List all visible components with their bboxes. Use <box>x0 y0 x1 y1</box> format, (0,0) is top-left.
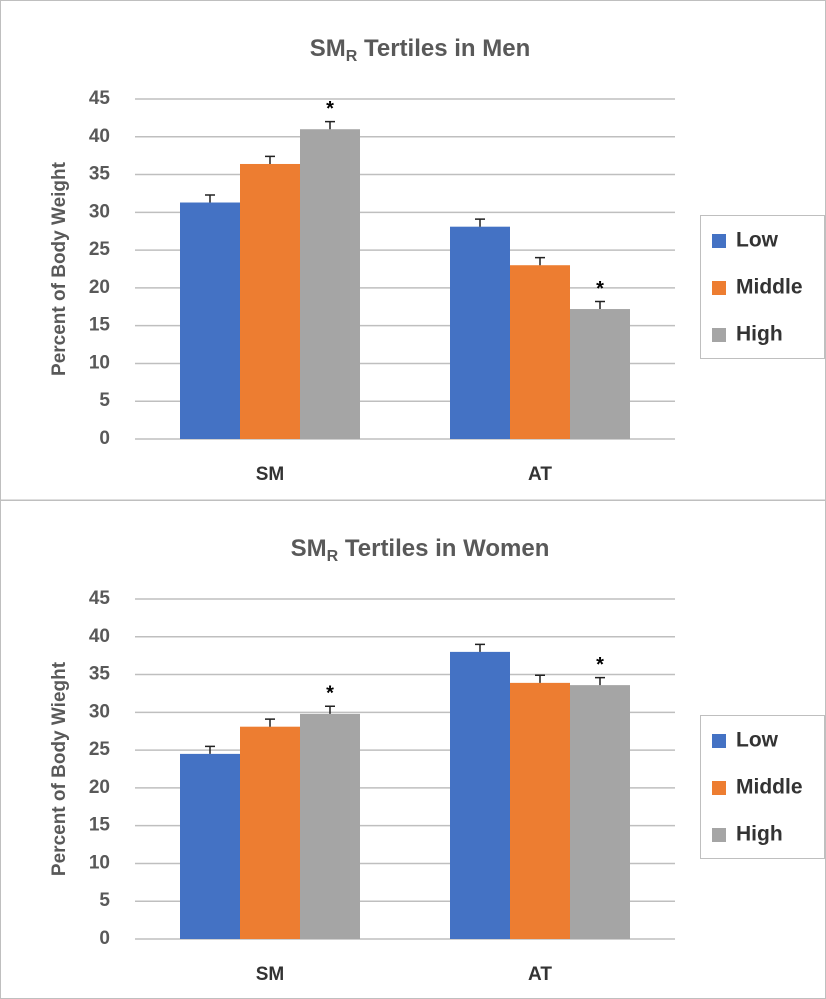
y-tick-label: 30 <box>89 701 110 722</box>
title-subscript: R <box>327 548 339 565</box>
y-tick-label: 20 <box>89 777 110 798</box>
error-bar <box>475 643 485 652</box>
bar <box>570 309 630 439</box>
title-rest: Tertiles in Women <box>338 535 549 562</box>
bar <box>180 753 240 939</box>
y-tick-label: 45 <box>89 588 111 609</box>
bar <box>300 129 360 439</box>
error-bar <box>475 218 485 227</box>
y-tick-label: 45 <box>89 88 111 109</box>
title-rest: Tertiles in Men <box>357 35 530 62</box>
error-bar <box>205 194 215 203</box>
x-tick-label: SM <box>256 464 285 485</box>
y-tick-label: 15 <box>89 315 111 336</box>
y-tick-label: 25 <box>89 739 111 760</box>
chart: SMR Tertiles in Men051015202530354045Per… <box>0 0 826 500</box>
y-tick-label: 35 <box>89 664 111 685</box>
y-axis-label: Percent of Body Weight <box>49 161 70 376</box>
y-tick-label: 35 <box>89 164 111 185</box>
chart: SMR Tertiles in Women051015202530354045P… <box>0 500 826 999</box>
y-tick-label: 15 <box>89 815 111 836</box>
y-tick-label: 0 <box>99 428 110 449</box>
chart-title: SMR Tertiles in Men <box>310 35 530 65</box>
legend-label: Middle <box>736 276 803 299</box>
bar <box>510 265 570 439</box>
y-tick-label: 20 <box>89 277 110 298</box>
error-bar <box>265 718 275 727</box>
error-bar <box>265 155 275 164</box>
bar <box>450 651 510 939</box>
bar <box>300 713 360 939</box>
legend-swatch <box>712 781 726 795</box>
legend-swatch <box>712 828 726 842</box>
title-main: SM <box>310 35 346 62</box>
error-bar <box>595 300 605 310</box>
error-bar <box>595 676 605 686</box>
x-tick-label: SM <box>256 964 285 985</box>
bar <box>180 202 240 439</box>
legend-swatch <box>712 328 726 342</box>
legend-swatch <box>712 281 726 295</box>
x-tick-label: AT <box>528 964 552 985</box>
bar <box>570 685 630 939</box>
bar <box>450 226 510 439</box>
significance-marker: * <box>326 683 334 705</box>
y-tick-label: 0 <box>99 928 110 949</box>
y-axis-label: Percent of Body Wieght <box>49 661 70 876</box>
error-bar <box>205 745 215 754</box>
bar <box>510 682 570 939</box>
bar <box>240 726 300 939</box>
error-bar <box>535 674 545 683</box>
y-tick-label: 25 <box>89 239 111 260</box>
title-main: SM <box>291 535 327 562</box>
y-tick-label: 10 <box>89 852 110 873</box>
chart-title: SMR Tertiles in Women <box>291 535 550 565</box>
y-tick-label: 30 <box>89 201 110 222</box>
bar <box>240 163 300 439</box>
legend-swatch <box>712 734 726 748</box>
significance-marker: * <box>326 98 334 120</box>
error-bar <box>325 120 335 130</box>
legend-label: High <box>736 823 783 846</box>
legend-label: Low <box>736 729 779 752</box>
error-bar <box>535 256 545 266</box>
significance-marker: * <box>596 278 604 300</box>
y-tick-label: 10 <box>89 352 110 373</box>
legend-label: Low <box>736 229 779 252</box>
legend-swatch <box>712 234 726 248</box>
y-tick-label: 5 <box>99 390 110 411</box>
significance-marker: * <box>596 654 604 676</box>
title-subscript: R <box>346 48 358 65</box>
error-bar <box>325 705 335 714</box>
x-tick-label: AT <box>528 464 552 485</box>
legend-label: Middle <box>736 776 803 799</box>
y-tick-label: 40 <box>89 126 110 147</box>
y-tick-label: 40 <box>89 626 110 647</box>
y-tick-label: 5 <box>99 890 110 911</box>
legend-label: High <box>736 323 783 346</box>
